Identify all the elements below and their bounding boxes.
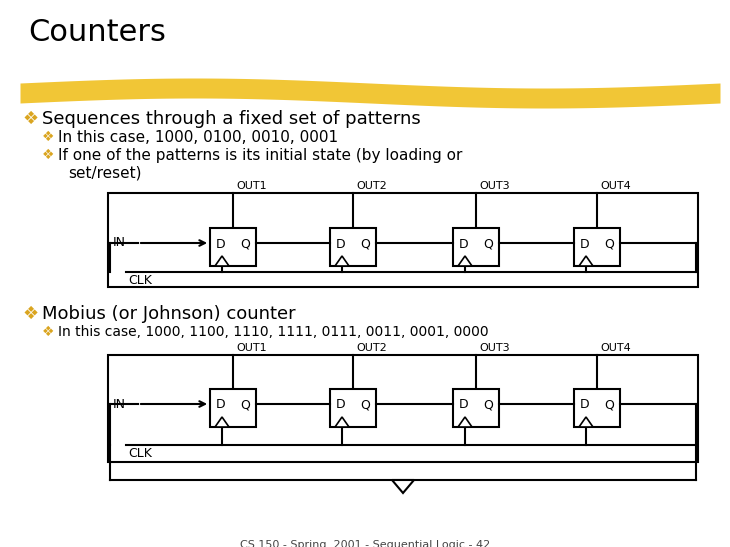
Bar (108, 193, 698, 287)
Text: OUT1: OUT1 (236, 343, 266, 353)
Polygon shape (215, 256, 229, 266)
Text: D: D (580, 399, 590, 411)
Polygon shape (579, 256, 593, 266)
Text: IN: IN (113, 398, 126, 410)
Text: D: D (459, 237, 469, 251)
Text: If one of the patterns is its initial state (by loading or: If one of the patterns is its initial st… (58, 148, 462, 163)
Text: IN: IN (113, 236, 126, 249)
Text: OUT3: OUT3 (479, 343, 510, 353)
Text: OUT3: OUT3 (479, 181, 510, 191)
Polygon shape (215, 417, 229, 427)
Text: OUT1: OUT1 (236, 181, 266, 191)
Text: Counters: Counters (28, 18, 166, 47)
Text: Q: Q (240, 399, 250, 411)
Text: ❖: ❖ (22, 305, 38, 323)
Text: Q: Q (360, 399, 370, 411)
Polygon shape (392, 480, 414, 493)
Text: In this case, 1000, 1100, 1110, 1111, 0111, 0011, 0001, 0000: In this case, 1000, 1100, 1110, 1111, 01… (58, 325, 488, 339)
Text: ❖: ❖ (42, 325, 55, 339)
Polygon shape (458, 256, 472, 266)
Bar (574, 389, 620, 427)
Text: D: D (580, 237, 590, 251)
Text: ❖: ❖ (42, 130, 55, 144)
Text: Q: Q (483, 237, 493, 251)
Text: D: D (336, 237, 345, 251)
Text: OUT4: OUT4 (600, 343, 631, 353)
Text: In this case, 1000, 0100, 0010, 0001: In this case, 1000, 0100, 0010, 0001 (58, 130, 338, 145)
Text: OUT2: OUT2 (356, 343, 387, 353)
Text: CLK: CLK (128, 447, 152, 460)
Text: set/reset): set/reset) (68, 165, 142, 180)
Text: CS 150 - Spring  2001 - Sequential Logic - 42: CS 150 - Spring 2001 - Sequential Logic … (240, 540, 490, 547)
Text: Q: Q (483, 399, 493, 411)
Bar (330, 228, 376, 266)
Text: D: D (216, 237, 226, 251)
Text: D: D (459, 399, 469, 411)
Text: D: D (336, 399, 345, 411)
Text: ❖: ❖ (22, 110, 38, 128)
Bar (210, 389, 256, 427)
Bar (330, 389, 376, 427)
Polygon shape (335, 256, 349, 266)
Text: Sequences through a fixed set of patterns: Sequences through a fixed set of pattern… (42, 110, 420, 128)
Bar (453, 389, 499, 427)
Text: OUT2: OUT2 (356, 181, 387, 191)
Text: Q: Q (360, 237, 370, 251)
Bar (574, 228, 620, 266)
Text: CLK: CLK (128, 274, 152, 287)
Bar (453, 228, 499, 266)
Text: Mobius (or Johnson) counter: Mobius (or Johnson) counter (42, 305, 296, 323)
Text: ❖: ❖ (42, 148, 55, 162)
Text: Q: Q (604, 399, 614, 411)
Bar (210, 228, 256, 266)
Bar (108, 355, 698, 462)
Polygon shape (335, 417, 349, 427)
Polygon shape (579, 417, 593, 427)
Text: D: D (216, 399, 226, 411)
Text: OUT4: OUT4 (600, 181, 631, 191)
Polygon shape (458, 417, 472, 427)
Text: Q: Q (604, 237, 614, 251)
Text: Q: Q (240, 237, 250, 251)
